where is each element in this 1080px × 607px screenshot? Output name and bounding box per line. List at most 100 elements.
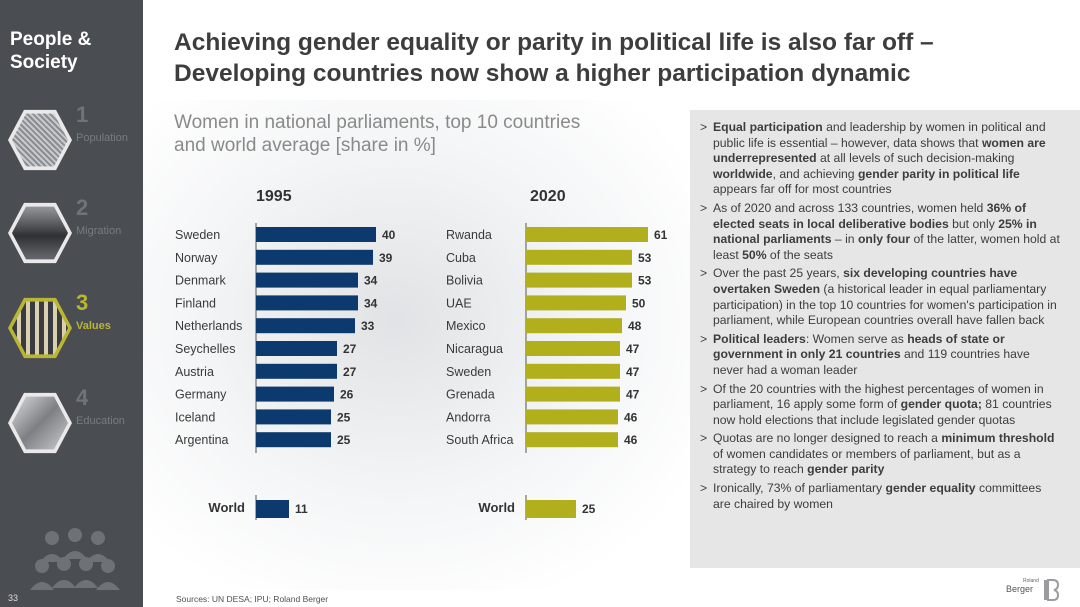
bar-category-label: Denmark <box>175 274 226 288</box>
bar <box>526 249 632 265</box>
title-line2: Developing countries now show a higher p… <box>174 60 911 87</box>
bar-category-label: Bolivia <box>446 274 483 288</box>
chart-panel-title: 1995 <box>256 188 292 205</box>
bar-value-label: 40 <box>382 228 396 242</box>
note-text: and 119 countries have never had a woman… <box>713 347 1030 377</box>
bar-category-label: South Africa <box>446 433 513 447</box>
sources-note: Sources: UN DESA; IPU; Roland Berger <box>176 594 329 604</box>
note-item: Ironically, 73% of parliamentary gender … <box>700 481 1060 512</box>
nav-item-population[interactable]: 1 Population <box>0 102 143 186</box>
nav-num: 3 <box>76 290 89 315</box>
bar-category-label: Rwanda <box>446 228 492 242</box>
note-text: heads of state or government in only 21 … <box>713 331 1005 362</box>
note-item: Political leaders: Women serve as heads … <box>700 332 1060 379</box>
nav-num: 1 <box>76 102 89 127</box>
bar <box>256 295 358 311</box>
note-item: Of the 20 countries with the highest per… <box>700 382 1060 429</box>
note-text: of the seats <box>766 247 833 262</box>
bar <box>256 341 337 356</box>
note-text: six developing countries have overtaken … <box>713 266 1018 296</box>
bar-value-label: 39 <box>379 251 393 265</box>
world-label: World <box>478 500 515 515</box>
note-text: committees are chaired by women <box>713 481 1042 511</box>
note-text: : Women serve as <box>805 331 908 346</box>
nav-label: Migration <box>76 225 122 237</box>
subtitle-line1: Women in national parliaments, top 10 co… <box>174 112 581 133</box>
note-text: Political leaders <box>713 331 806 346</box>
bar-value-label: 53 <box>638 251 652 265</box>
nav-item-education[interactable]: 4 Education <box>0 385 143 469</box>
bar-value-label: 47 <box>626 342 640 356</box>
logo-text-big: Berger <box>1006 584 1034 594</box>
note-text: 50% <box>742 247 767 262</box>
note-text: at all levels of such decision-making <box>816 151 1015 166</box>
section-title: People & Society <box>10 28 91 74</box>
bar-category-label: Germany <box>175 388 227 402</box>
bar <box>256 227 376 242</box>
bar-value-label: 61 <box>654 228 668 242</box>
bar-category-label: Argentina <box>175 433 229 447</box>
note-text: of the latter, women hold at least <box>713 232 1060 262</box>
bar-category-label: Grenada <box>446 388 495 402</box>
nav-num: 4 <box>76 385 89 410</box>
bar <box>526 227 648 242</box>
logo-b-mark <box>1044 579 1059 601</box>
note-item: Quotas are no longer designed to reach a… <box>700 431 1060 478</box>
bar <box>526 295 626 311</box>
bar-value-label: 25 <box>337 433 351 447</box>
world-bar <box>256 500 289 518</box>
note-text: gender quota; <box>900 397 982 412</box>
bar-category-label: Mexico <box>446 319 486 333</box>
nav-label: Population <box>76 132 128 144</box>
bar-value-label: 33 <box>361 319 375 333</box>
note-text: only four <box>857 232 911 247</box>
note-text: , and achieving <box>772 166 858 181</box>
world-value-label: 11 <box>295 502 308 516</box>
note-text: – in <box>831 232 858 247</box>
note-item: Equal participation and leadership by wo… <box>700 120 1060 198</box>
bar-category-label: Nicaragua <box>446 342 503 356</box>
note-text: minimum threshold <box>941 431 1055 446</box>
roland-berger-logo: Roland Berger <box>1005 578 1065 604</box>
note-text: Quotas are no longer designed to reach a <box>713 431 942 446</box>
note-text: appears far off for most countries <box>713 182 892 197</box>
nav-item-migration[interactable]: 2 Migration <box>0 195 143 279</box>
title-line1: Achieving gender equality or parity in p… <box>174 29 934 56</box>
bar <box>256 318 355 334</box>
bar-value-label: 48 <box>628 319 642 333</box>
notes-list: Equal participation and leadership by wo… <box>690 110 1080 512</box>
bar <box>526 386 620 402</box>
bar <box>526 272 632 288</box>
bar-value-label: 27 <box>343 342 357 356</box>
bar-category-label: Seychelles <box>175 342 235 356</box>
note-text: 81 countries now hold elections that inc… <box>713 397 1052 427</box>
section-title-line1: People & <box>10 29 92 50</box>
sidebar: People & Society 1 Population 2 Migratio… <box>0 0 143 607</box>
nav-num: 2 <box>76 195 89 220</box>
note-text: As of 2020 and across 133 countries, wom… <box>713 200 987 215</box>
world-bar <box>526 500 576 518</box>
note-text: and leadership by women in political and… <box>713 120 1046 150</box>
bar-chart: 1995 Sweden 40 Norway 39 Denmark 34 Finland 34 Ne… <box>175 188 668 520</box>
nav-item-values[interactable]: 3 Values <box>0 290 143 374</box>
nav-label: Values <box>76 320 111 332</box>
bar-value-label: 47 <box>626 365 640 379</box>
subtitle-line2: and world average [share in %] <box>174 135 436 156</box>
bar-category-label: Cuba <box>446 251 476 265</box>
note-text: Over the past 25 years, <box>713 266 844 281</box>
bar-value-label: 50 <box>632 296 646 310</box>
bar-value-label: 25 <box>337 410 351 424</box>
bar <box>526 409 618 425</box>
bar <box>256 249 373 265</box>
note-text: Of the 20 countries with the highest per… <box>713 381 1044 412</box>
notes-panel: Equal participation and leadership by wo… <box>690 110 1080 568</box>
note-text: of women candidates or members of parlia… <box>713 446 1021 477</box>
bar <box>526 318 622 334</box>
people-group-icon <box>30 528 120 590</box>
note-text: Ironically, 73% of parliamentary <box>713 481 886 496</box>
note-text: women are underrepresented <box>713 135 1046 166</box>
bar-value-label: 34 <box>364 274 378 288</box>
bar-category-label: Netherlands <box>175 319 242 333</box>
nav-label: Education <box>76 415 125 427</box>
bar-value-label: 27 <box>343 365 357 379</box>
